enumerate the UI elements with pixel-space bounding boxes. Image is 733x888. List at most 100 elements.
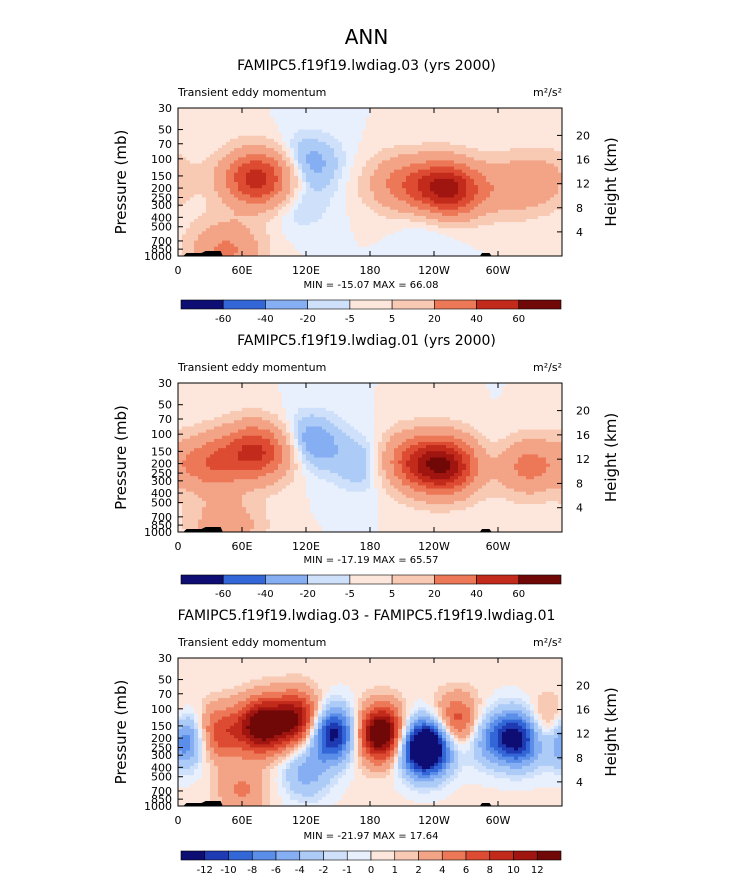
- y-tick-label: 50: [158, 124, 172, 137]
- page-title: ANN: [345, 25, 389, 49]
- x-tick-label: 60E: [232, 264, 253, 277]
- colorbar-swatch: [434, 574, 477, 585]
- colorbar-swatch: [251, 850, 277, 861]
- colorbar-label: -40: [257, 589, 273, 600]
- colorbar-label: -4: [295, 865, 305, 876]
- min-max-stats: MIN = -17.19 MAX = 65.57: [304, 555, 439, 566]
- y-tick-label: 500: [151, 497, 172, 510]
- y-right-tick-label: 20: [576, 679, 590, 692]
- y-axis-title: Pressure (mb): [112, 405, 130, 510]
- colorbar-label: -1: [342, 865, 352, 876]
- y-tick-label: 100: [151, 428, 172, 441]
- min-max-stats: MIN = -15.07 MAX = 66.08: [304, 280, 439, 291]
- colorbar-label: 40: [470, 314, 483, 325]
- colorbar-label: -12: [197, 865, 213, 876]
- colorbar-swatch: [265, 299, 308, 310]
- y-right-tick-label: 8: [576, 202, 583, 215]
- colorbar-label: -60: [215, 589, 231, 600]
- colorbar-swatch: [536, 850, 562, 861]
- colorbar-swatch: [299, 850, 324, 861]
- x-tick-label: 60E: [232, 814, 253, 827]
- colorbar-swatch: [204, 850, 229, 861]
- y-tick-label: 400: [151, 761, 172, 774]
- y-tick-label: 70: [158, 138, 172, 151]
- y-right-axis-title: Height (km): [602, 137, 620, 226]
- y-tick-label: 70: [158, 688, 172, 701]
- colorbar-swatch: [441, 850, 467, 861]
- y-right-tick-label: 8: [576, 477, 583, 490]
- x-tick-label: 120W: [418, 540, 450, 553]
- y-tick-label: 850: [151, 243, 172, 256]
- colorbar-swatch: [228, 850, 253, 861]
- colorbar-swatch: [370, 850, 396, 861]
- y-tick-label: 300: [151, 199, 172, 212]
- units-label: m²/s²: [533, 636, 562, 649]
- colorbar-swatch: [180, 299, 224, 310]
- y-right-tick-label: 16: [576, 154, 590, 167]
- y-tick-label: 1000: [144, 250, 172, 263]
- y-right-axis-title: Height (km): [602, 687, 620, 776]
- panel-title: FAMIPC5.f19f19.lwdiag.01 (yrs 2000): [237, 333, 496, 349]
- y-right-tick-label: 4: [576, 226, 583, 239]
- colorbar-swatch: [513, 850, 538, 861]
- colorbar-swatch: [391, 574, 435, 585]
- min-max-stats: MIN = -21.97 MAX = 17.64: [304, 831, 439, 842]
- y-tick-label: 200: [151, 182, 172, 195]
- colorbar-label: 20: [428, 314, 441, 325]
- colorbar-swatch: [391, 299, 435, 310]
- y-tick-label: 200: [151, 458, 172, 471]
- colorbar-label: 20: [428, 589, 441, 600]
- colorbar-swatch: [518, 574, 562, 585]
- y-tick-label: 150: [151, 170, 172, 183]
- colorbar-label: 6: [463, 865, 469, 876]
- colorbar-swatch: [476, 574, 520, 585]
- contour-field: [178, 108, 562, 256]
- y-tick-label: 100: [151, 153, 172, 166]
- y-tick-label: 400: [151, 211, 172, 224]
- colorbar-label: 60: [512, 314, 525, 325]
- colorbar-label: -60: [215, 314, 231, 325]
- y-tick-label: 50: [158, 399, 172, 412]
- colorbar-label: -20: [299, 589, 315, 600]
- contour-field: [178, 383, 562, 532]
- panels: FAMIPC5.f19f19.lwdiag.03 (yrs 2000) Trans…: [112, 58, 620, 876]
- colorbar-swatch: [180, 574, 224, 585]
- x-tick-label: 180: [360, 540, 381, 553]
- y-tick-label: 1000: [144, 526, 172, 539]
- y-tick-label: 700: [151, 511, 172, 524]
- colorbar-label: 2: [415, 865, 421, 876]
- colorbar-swatch: [434, 299, 477, 310]
- colorbar-swatch: [222, 299, 266, 310]
- y-tick-label: 700: [151, 235, 172, 248]
- colorbar-label: 1: [392, 865, 398, 876]
- y-tick-label: 500: [151, 771, 172, 784]
- colorbar-swatch: [265, 574, 308, 585]
- colorbar-label: -5: [345, 589, 355, 600]
- y-axis-title: Pressure (mb): [112, 680, 130, 785]
- colorbar-label: -40: [257, 314, 273, 325]
- colorbar-swatch: [222, 574, 266, 585]
- y-tick-label: 500: [151, 221, 172, 234]
- colorbar-label: -20: [299, 314, 315, 325]
- y-tick-label: 200: [151, 732, 172, 745]
- x-tick-label: 0: [175, 264, 182, 277]
- y-tick-label: 150: [151, 720, 172, 733]
- panel-title: FAMIPC5.f19f19.lwdiag.03 (yrs 2000): [237, 58, 496, 74]
- y-tick-label: 700: [151, 785, 172, 798]
- colorbar-swatch: [307, 299, 351, 310]
- y-tick-label: 70: [158, 413, 172, 426]
- chart-panel-2: FAMIPC5.f19f19.lwdiag.01 (yrs 2000) Trans…: [112, 333, 620, 600]
- y-tick-label: 30: [158, 652, 172, 665]
- x-tick-label: 120E: [292, 540, 320, 553]
- y-tick-label: 50: [158, 674, 172, 687]
- contour-field: [178, 658, 562, 806]
- colorbar-swatch: [349, 574, 393, 585]
- y-tick-label: 30: [158, 102, 172, 115]
- colorbar-swatch: [418, 850, 443, 861]
- y-tick-label: 400: [151, 487, 172, 500]
- x-tick-label: 0: [175, 540, 182, 553]
- colorbar-label: 40: [470, 589, 483, 600]
- colorbar-swatch: [346, 850, 372, 861]
- colorbar-label: -8: [247, 865, 257, 876]
- field-label: Transient eddy momentum: [177, 636, 326, 649]
